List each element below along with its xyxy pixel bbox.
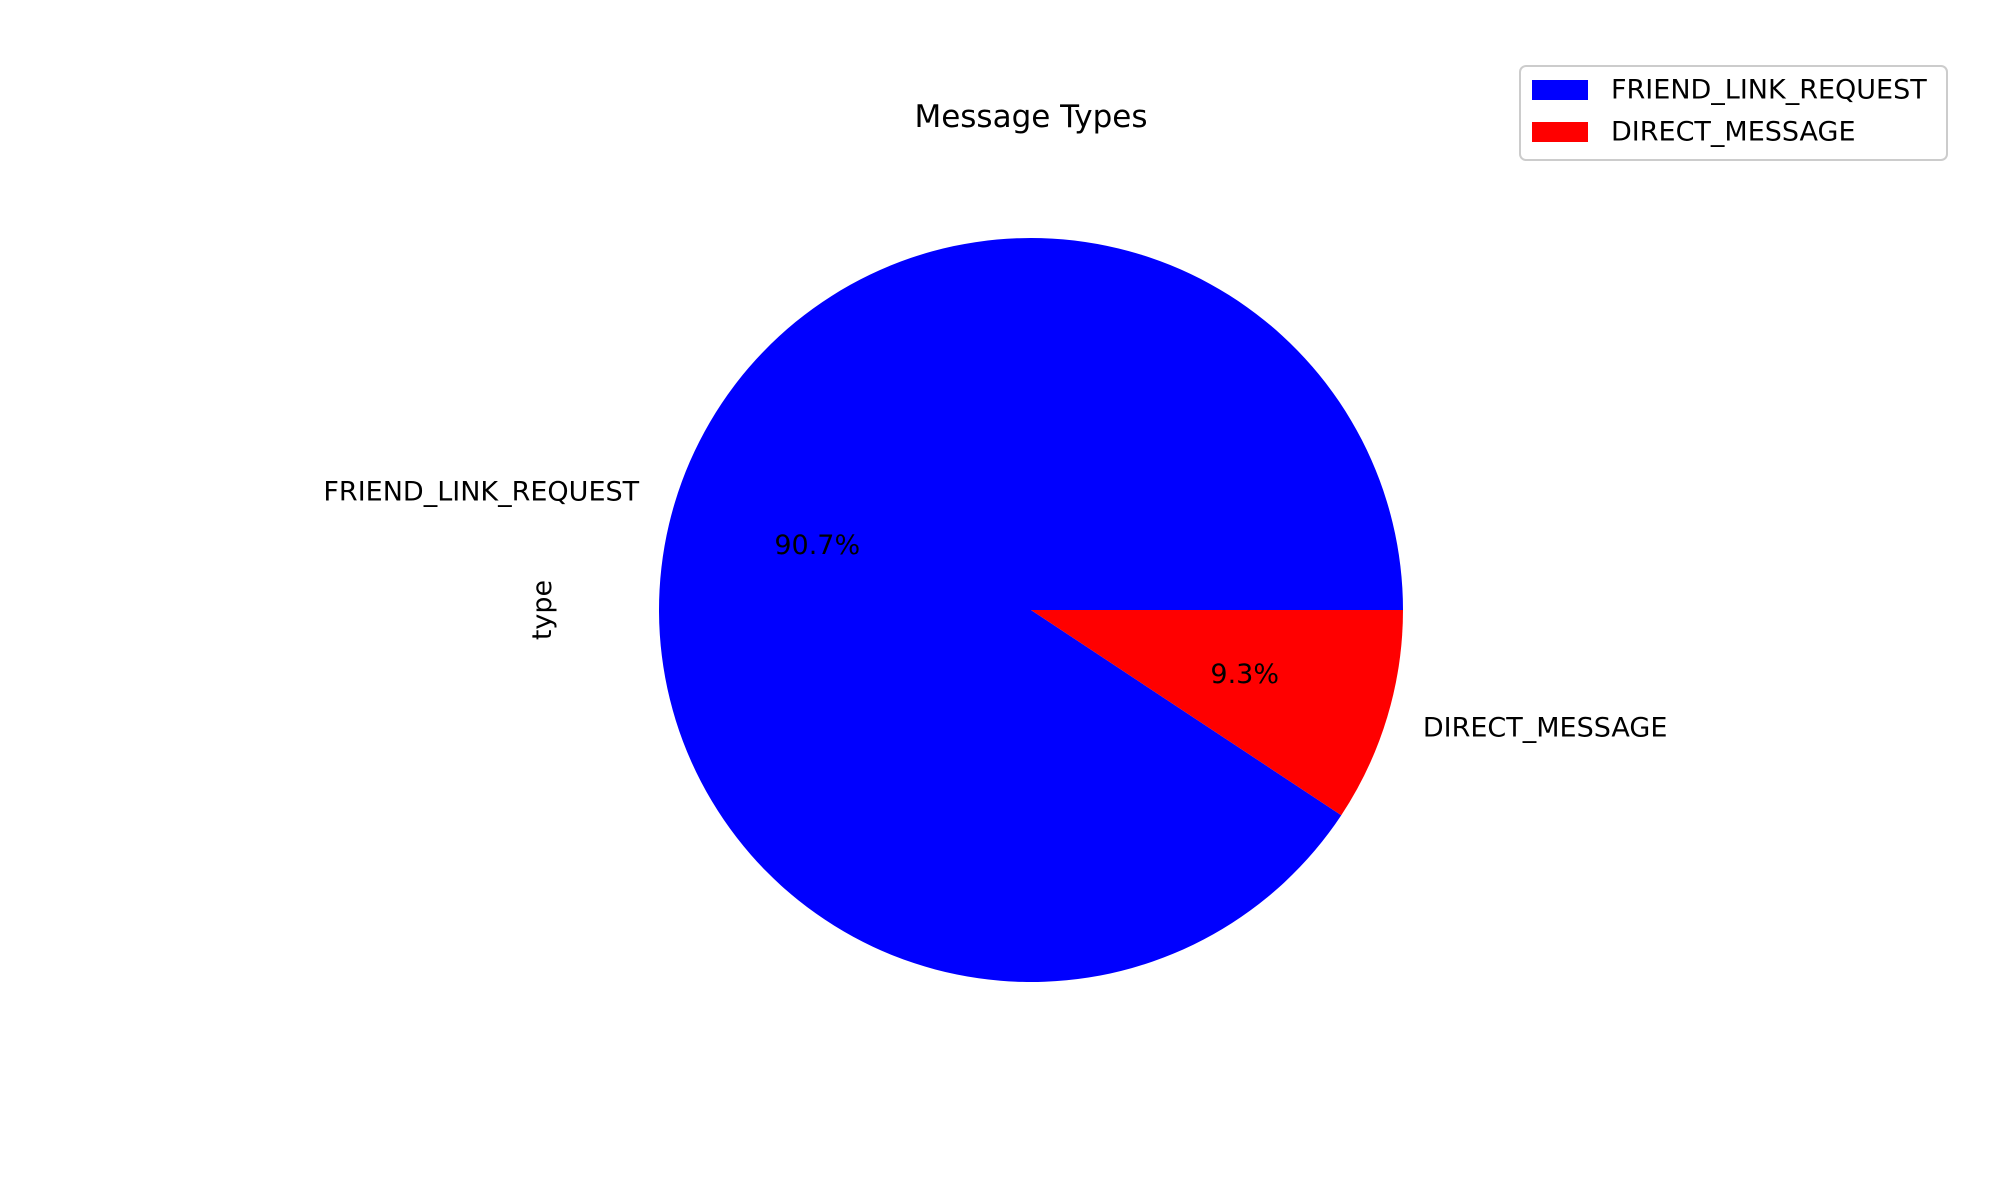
legend-swatch xyxy=(1532,80,1588,100)
slice-label: DIRECT_MESSAGE xyxy=(1423,712,1668,743)
pie-percent-labels: 90.7% 9.3% xyxy=(774,530,1279,690)
pie-slice-direct-message xyxy=(1031,610,1403,816)
pie-slice-labels: FRIEND_LINK_REQUEST DIRECT_MESSAGE xyxy=(323,477,1667,744)
pie-slices xyxy=(659,238,1403,983)
legend-label: FRIEND_LINK_REQUEST xyxy=(1611,75,1927,106)
slice-percent-label: 90.7% xyxy=(774,530,860,561)
y-axis-label: type xyxy=(527,580,558,640)
slice-label: FRIEND_LINK_REQUEST xyxy=(323,477,639,508)
legend: FRIEND_LINK_REQUEST DIRECT_MESSAGE xyxy=(1519,65,1948,161)
slice-percent-label: 9.3% xyxy=(1210,659,1279,690)
pie-slice-friend-link-request xyxy=(659,238,1403,983)
chart-title: Message Types xyxy=(914,99,1147,135)
legend-label: DIRECT_MESSAGE xyxy=(1611,117,1856,148)
legend-frame xyxy=(1519,65,1948,161)
legend-entries: FRIEND_LINK_REQUEST DIRECT_MESSAGE xyxy=(1532,75,1927,148)
legend-swatch xyxy=(1532,122,1588,142)
